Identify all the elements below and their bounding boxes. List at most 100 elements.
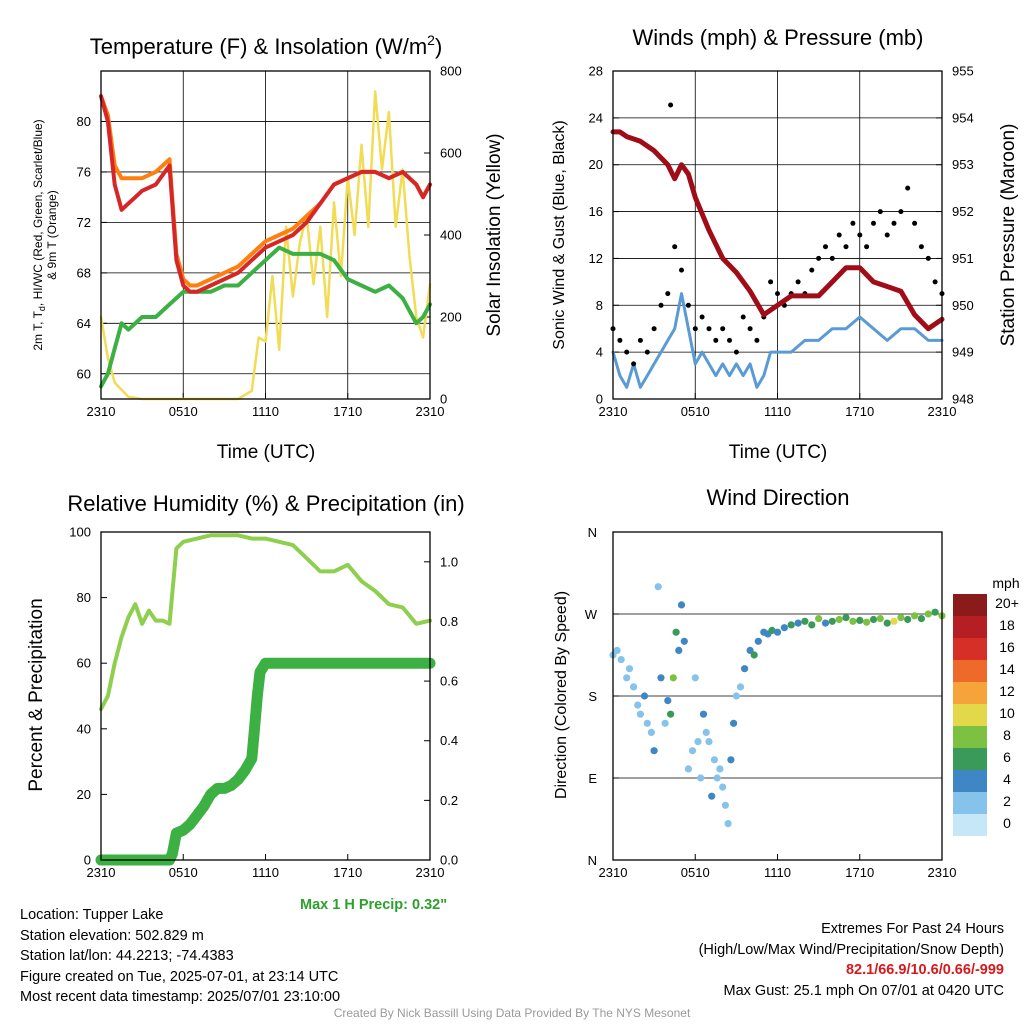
y-tick-label: 60 <box>77 366 91 381</box>
y2-tick-label: 949 <box>952 345 974 360</box>
colorbar-swatch <box>953 770 987 792</box>
direction-point <box>661 719 669 727</box>
y-tick-label: 80 <box>77 114 91 129</box>
direction-point <box>672 628 680 636</box>
gust-point <box>665 291 671 297</box>
direction-point <box>773 628 782 636</box>
direction-point <box>625 665 634 673</box>
direction-point <box>828 617 836 625</box>
gust-point <box>795 279 801 285</box>
direction-point <box>768 626 776 635</box>
wind-speed-line <box>611 292 944 389</box>
colorbar-swatch <box>953 682 987 704</box>
gust-point <box>850 220 856 226</box>
y2-tick-label: 0.0 <box>440 853 458 868</box>
y-tick-label: 60 <box>77 656 91 671</box>
x-tick-label: 0510 <box>169 865 198 880</box>
colorbar-swatch <box>953 792 987 814</box>
plot-frame <box>100 531 431 861</box>
y-tick-label: 20 <box>77 787 91 802</box>
direction-point <box>664 697 672 705</box>
colorbar-swatch <box>953 660 987 682</box>
direction-point <box>876 615 884 623</box>
gust-point <box>644 349 650 355</box>
colorbar-label: 18 <box>999 617 1015 633</box>
direction-point <box>630 683 638 691</box>
station-info: Location: Tupper Lake Station elevation:… <box>20 905 340 1008</box>
direction-tick-label: N <box>588 525 597 540</box>
x-tick-label: 2310 <box>416 865 445 880</box>
direction-point <box>730 719 738 727</box>
y2-tick-label: 953 <box>952 157 974 172</box>
temp-xlabel: Time (UTC) <box>217 442 316 463</box>
gust-point <box>816 255 822 261</box>
x-tick-label: 1710 <box>845 865 874 880</box>
direction-point <box>883 619 891 627</box>
direction-panel-title: Wind Direction <box>706 485 849 510</box>
direction-point <box>657 674 665 682</box>
y-tick-label: 12 <box>589 251 603 266</box>
direction-point <box>780 624 789 632</box>
x-tick-label: 1110 <box>764 404 791 419</box>
direction-point <box>724 820 732 828</box>
colorbar-swatch <box>953 594 987 616</box>
extremes-title: Extremes For Past 24 Hours <box>821 921 1004 937</box>
latlon-text: Station lat/lon: 44.2213; -74.4383 <box>20 948 234 964</box>
credit-text: Created By Nick Bassill Using Data Provi… <box>333 1006 691 1020</box>
gust-point <box>692 326 698 332</box>
direction-point <box>705 738 713 746</box>
colorbar-label: 4 <box>1003 771 1011 787</box>
created-text: Figure created on Tue, 2025-07-01, at 23… <box>20 968 339 985</box>
elevation-text: Station elevation: 502.829 m <box>20 927 204 944</box>
gust-point <box>843 244 849 250</box>
direction-point <box>732 692 741 700</box>
y-tick-label: 28 <box>589 64 603 79</box>
direction-point <box>634 701 642 709</box>
direction-point <box>801 617 809 625</box>
direction-point <box>702 728 710 737</box>
x-tick-label: 1710 <box>333 865 362 880</box>
gust-point <box>829 255 835 261</box>
extremes-fields: (High/Low/Max Wind/Precipitation/Snow De… <box>698 941 1004 958</box>
max-precip-label: Max 1 H Precip: 0.32" <box>300 897 448 913</box>
direction-point <box>640 692 649 700</box>
gust-point <box>891 220 897 226</box>
direction-point <box>835 615 843 624</box>
relative-humidity-line <box>99 533 432 712</box>
direction-point <box>890 617 898 625</box>
winds-y2label: Station Pressure (Maroon) <box>998 124 1019 347</box>
y2-tick-label: 0.6 <box>440 674 458 689</box>
air-temp-line <box>99 94 432 294</box>
colorbar-label: 14 <box>999 661 1015 677</box>
direction-point <box>636 710 645 718</box>
direction-tick-label: W <box>585 607 598 622</box>
colorbar-label: 10 <box>999 705 1015 721</box>
direction-point <box>654 583 662 591</box>
y2-tick-label: 0.8 <box>440 614 458 629</box>
x-tick-label: 0510 <box>681 404 710 419</box>
direction-point <box>708 792 716 800</box>
direction-point <box>794 619 802 627</box>
y2-tick-label: 948 <box>952 392 974 407</box>
gust-point <box>932 279 938 285</box>
location-text: Location: Tupper Lake <box>20 907 164 923</box>
gust-point <box>740 314 746 320</box>
direction-point <box>613 646 621 655</box>
direction-point <box>675 646 683 655</box>
direction-point <box>917 615 926 623</box>
direction-point <box>863 618 871 626</box>
gust-point <box>624 349 630 355</box>
y-tick-label: 0 <box>84 853 91 868</box>
colorbar-swatch <box>953 814 987 836</box>
x-tick-label: 0510 <box>169 404 198 419</box>
direction-point <box>746 646 754 655</box>
direction-point <box>699 710 708 718</box>
gust-point <box>775 291 780 297</box>
winds-ylabel: Sonic Wind & Gust (Blue, Black) <box>551 120 568 349</box>
extremes-values: 82.1/66.9/10.6/0.66/-999 <box>845 962 1004 978</box>
direction-point <box>710 756 719 764</box>
y2-tick-label: 1.0 <box>440 554 458 569</box>
x-tick-label: 2310 <box>416 404 445 419</box>
y-tick-label: 0 <box>596 392 603 407</box>
y-tick-label: 24 <box>589 110 603 125</box>
